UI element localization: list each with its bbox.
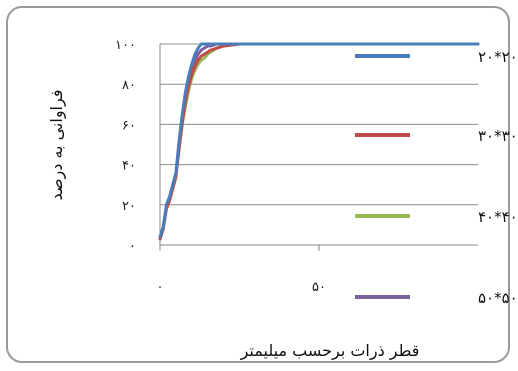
legend-label: پلات ۳۰*۳۰	[478, 127, 518, 146]
y-tick-label: ۸۰	[122, 78, 136, 93]
y-tick-label: ۴۰	[122, 159, 136, 174]
y-axis-title: فراوانی به درصد	[47, 90, 67, 201]
y-tick-label: ۱۰۰	[115, 38, 136, 53]
x-tick-label: ۰	[157, 280, 164, 295]
x-axis-title: قطر ذرات برحسب میلیمتر	[240, 341, 420, 361]
chart-frame	[6, 6, 510, 363]
series-line	[158, 42, 480, 241]
series-line	[158, 42, 480, 241]
legend-label: پلات ۴۰*۴۰	[478, 208, 518, 227]
y-tick-label: ۲۰	[122, 199, 136, 214]
series-line	[158, 42, 480, 239]
series-line	[158, 42, 480, 241]
x-tick-label: ۵۰	[312, 280, 326, 295]
y-tick-label: ۰	[129, 239, 136, 254]
legend-label: پلات ۵۰*۵۰	[478, 289, 518, 308]
legend-label: پلات ۲۰*۲۰	[478, 48, 518, 67]
y-tick-label: ۶۰	[122, 118, 136, 133]
